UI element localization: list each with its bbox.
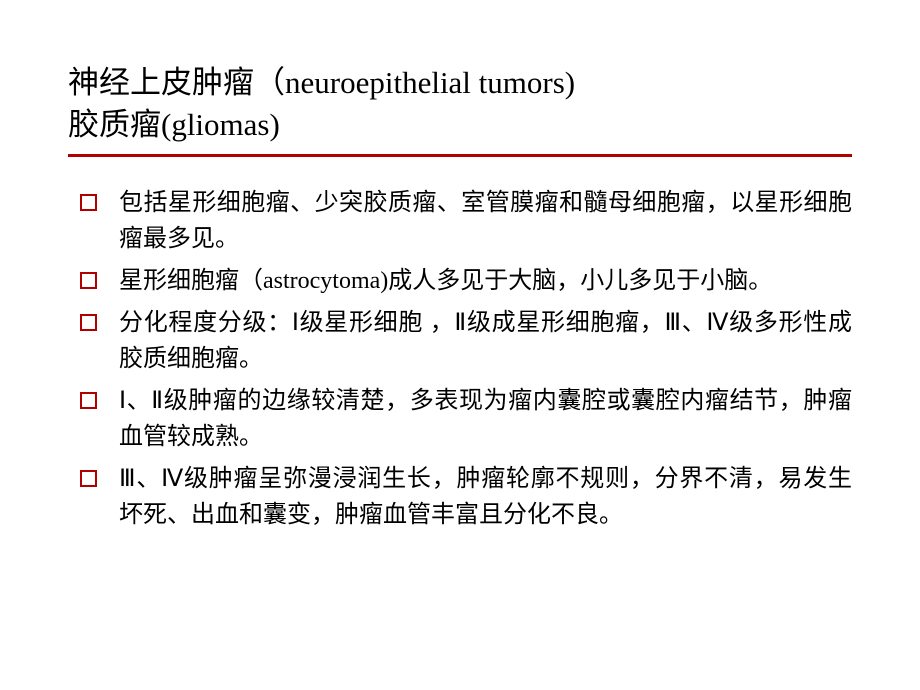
slide: 神经上皮肿瘤（neuroepithelial tumors) 胶质瘤(gliom… (0, 0, 920, 690)
bullet-text: 包括星形细胞瘤、少突胶质瘤、室管膜瘤和髓母细胞瘤，以星形细胞瘤最多见。 (119, 185, 852, 257)
list-item: 星形细胞瘤（astrocytoma)成人多见于大脑，小儿多见于小脑。 (80, 263, 852, 299)
square-bullet-icon (80, 194, 97, 211)
list-item: 分化程度分级：Ⅰ级星形细胞 ，Ⅱ级成星形细胞瘤，Ⅲ、Ⅳ级多形性成胶质细胞瘤。 (80, 305, 852, 377)
bullet-list: 包括星形细胞瘤、少突胶质瘤、室管膜瘤和髓母细胞瘤，以星形细胞瘤最多见。 星形细胞… (68, 185, 852, 533)
list-item: 包括星形细胞瘤、少突胶质瘤、室管膜瘤和髓母细胞瘤，以星形细胞瘤最多见。 (80, 185, 852, 257)
square-bullet-icon (80, 272, 97, 289)
bullet-text: 分化程度分级：Ⅰ级星形细胞 ，Ⅱ级成星形细胞瘤，Ⅲ、Ⅳ级多形性成胶质细胞瘤。 (119, 305, 852, 377)
bullet-text: Ⅰ、Ⅱ级肿瘤的边缘较清楚，多表现为瘤内囊腔或囊腔内瘤结节，肿瘤血管较成熟。 (119, 383, 852, 455)
list-item: Ⅲ、Ⅳ级肿瘤呈弥漫浸润生长，肿瘤轮廓不规则，分界不清，易发生坏死、出血和囊变，肿… (80, 461, 852, 533)
title-block: 神经上皮肿瘤（neuroepithelial tumors) 胶质瘤(gliom… (68, 62, 852, 146)
bullet-text: 星形细胞瘤（astrocytoma)成人多见于大脑，小儿多见于小脑。 (119, 263, 852, 299)
square-bullet-icon (80, 470, 97, 487)
square-bullet-icon (80, 392, 97, 409)
square-bullet-icon (80, 314, 97, 331)
bullet-text: Ⅲ、Ⅳ级肿瘤呈弥漫浸润生长，肿瘤轮廓不规则，分界不清，易发生坏死、出血和囊变，肿… (119, 461, 852, 533)
title-underline (68, 154, 852, 157)
title-line-1: 神经上皮肿瘤（neuroepithelial tumors) (68, 62, 852, 104)
title-line-2: 胶质瘤(gliomas) (68, 104, 852, 146)
list-item: Ⅰ、Ⅱ级肿瘤的边缘较清楚，多表现为瘤内囊腔或囊腔内瘤结节，肿瘤血管较成熟。 (80, 383, 852, 455)
